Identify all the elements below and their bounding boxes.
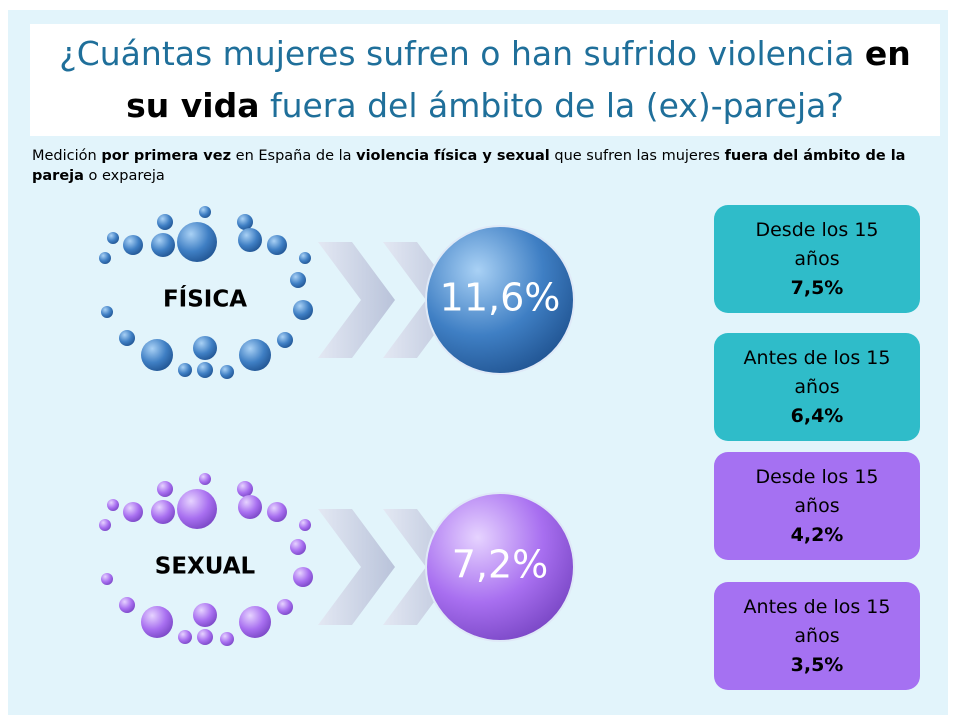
decor-dot [299,252,311,264]
decor-dot [178,630,192,644]
detail-value: 6,4% [791,402,844,431]
decor-dot [101,306,113,318]
decor-dot [141,606,173,638]
detail-value: 4,2% [791,521,844,550]
decor-dot [238,495,262,519]
decor-dot [290,272,306,288]
decor-dot [123,235,143,255]
decor-dot [119,597,135,613]
decor-dot [199,473,211,485]
decor-dot [141,339,173,371]
decor-dot [197,629,213,645]
decor-dot [123,502,143,522]
chevron [318,509,395,625]
decor-dot [237,214,253,230]
detail-label: Desde los 15 años [742,463,892,521]
decor-dot [199,206,211,218]
detail-label: Antes de los 15 años [742,344,892,402]
total-value: 11,6% [440,276,561,320]
decor-dot [277,332,293,348]
decor-dot [293,300,313,320]
detail-label: Desde los 15 años [742,216,892,274]
decor-dot [293,567,313,587]
decor-dot [177,489,217,529]
decor-dot [237,481,253,497]
detail-value: 3,5% [791,651,844,680]
detail-label: Antes de los 15 años [742,593,892,651]
decor-dot [157,214,173,230]
decor-dot [193,603,217,627]
decor-dot [197,362,213,378]
category-label: SEXUAL [155,554,256,580]
detail-value: 7,5% [791,274,844,303]
category-label: FÍSICA [163,285,247,313]
decor-dot [290,539,306,555]
decor-dot [220,632,234,646]
decor-dot [178,363,192,377]
decor-dot [267,235,287,255]
decor-dot [277,599,293,615]
decor-dot [177,222,217,262]
decor-dot [99,519,111,531]
decor-dot [151,500,175,524]
decor-dot [299,519,311,531]
decor-dot [239,606,271,638]
decor-dot [107,499,119,511]
decor-dot [220,365,234,379]
decor-dot [151,233,175,257]
infographic: ¿Cuántas mujeres sufren o han sufrido vi… [0,0,956,725]
decor-dot [119,330,135,346]
chevron [318,242,395,358]
decor-dot [238,228,262,252]
decor-dot [157,481,173,497]
decor-dot [193,336,217,360]
decor-dot [101,573,113,585]
decor-dot [267,502,287,522]
decor-dot [239,339,271,371]
decor-dot [107,232,119,244]
decor-dot [99,252,111,264]
total-value: 7,2% [452,543,549,587]
